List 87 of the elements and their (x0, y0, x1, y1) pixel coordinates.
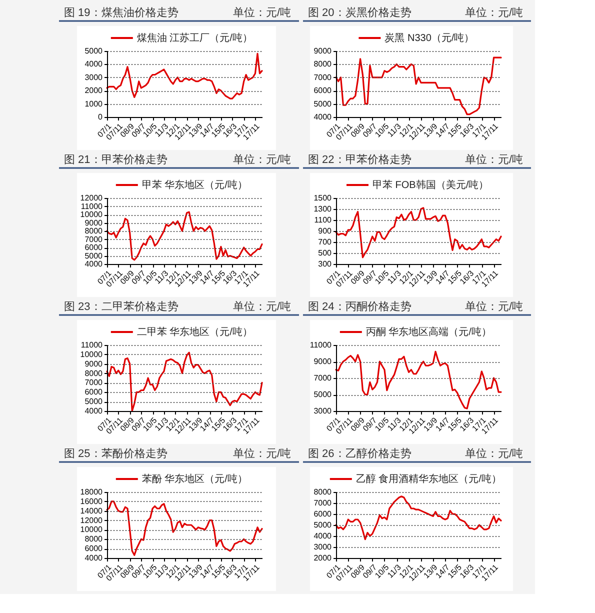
y-tick-label: 0 (98, 112, 104, 122)
y-tick-label: 500 (318, 248, 332, 258)
chart-subtitle: 单位：元/吨 (464, 6, 523, 19)
y-tick-label: 5000 (314, 520, 332, 530)
y-tick-label: 9000 (84, 359, 104, 368)
y-tick-label: 6000 (84, 388, 104, 397)
chart-subtitle: 单位：元/吨 (232, 153, 291, 166)
y-tick-label: 12000 (80, 194, 104, 202)
y-tick-label: 3000 (84, 72, 104, 82)
y-tick-label: 8000 (314, 488, 332, 496)
line-series (335, 207, 502, 258)
y-tick-label: 7000 (314, 72, 332, 82)
y-tick-label: 4000 (84, 554, 104, 562)
chart-subtitle: 单位：元/吨 (464, 300, 523, 313)
chart-subtitle: 单位：元/吨 (464, 153, 523, 166)
y-tick-label: 2000 (314, 554, 332, 562)
legend-label: 甲苯 华东地区（元/吨） (142, 179, 248, 191)
y-tick-label: 3000 (314, 406, 332, 416)
y-tick-label: 1300 (314, 204, 332, 214)
chart-title: 图 24：丙酮价格走势 (308, 300, 412, 313)
legend-label: 甲苯 FOB韩国（美元/吨） (372, 179, 489, 191)
line-series (106, 500, 263, 556)
y-tick-label: 6000 (84, 243, 104, 252)
y-tick-label: 8000 (314, 60, 332, 69)
legend-label: 二甲苯 华东地区（元/吨） (136, 326, 252, 338)
line-series (106, 211, 263, 261)
y-tick-label: 700 (318, 238, 332, 246)
y-tick-label: 10000 (80, 525, 104, 534)
line-series (335, 496, 502, 540)
chart-subtitle: 单位：元/吨 (232, 447, 291, 460)
y-tick-label: 7000 (84, 234, 104, 244)
y-tick-label: 4000 (314, 532, 332, 540)
y-tick-label: 5000 (314, 390, 332, 399)
y-tick-label: 3000 (314, 542, 332, 552)
y-tick-label: 12000 (80, 516, 104, 525)
y-tick-label: 10000 (80, 350, 104, 359)
y-tick-label: 11000 (80, 202, 104, 211)
y-tick-label: 1000 (84, 99, 104, 108)
chart-subtitle: 单位：元/吨 (464, 447, 523, 460)
y-tick-label: 6000 (314, 86, 332, 96)
y-tick-label: 9000 (84, 218, 104, 228)
y-tick-label: 5000 (84, 397, 104, 406)
y-tick-label: 9000 (314, 46, 332, 56)
y-tick-label: 2000 (84, 86, 104, 96)
y-tick-label: 9000 (314, 357, 332, 366)
y-tick-label: 6000 (314, 510, 332, 518)
y-tick-label: 7000 (314, 374, 332, 382)
y-tick-label: 6000 (84, 544, 104, 554)
legend-label: 苯酚 华东地区（元/吨） (142, 473, 248, 485)
y-tick-label: 5000 (84, 251, 104, 260)
y-tick-label: 1500 (314, 194, 332, 202)
y-tick-label: 4000 (84, 406, 104, 416)
line-series (106, 52, 263, 100)
legend-label: 煤焦油 江苏工厂（元/吨） (136, 32, 252, 44)
y-tick-label: 300 (318, 260, 332, 268)
y-tick-label: 8000 (84, 534, 104, 544)
y-tick-label: 5000 (84, 46, 104, 56)
chart-title: 图 21：甲苯价格走势 (64, 153, 168, 166)
y-tick-label: 8000 (84, 226, 104, 236)
y-tick-label: 11000 (80, 340, 104, 350)
y-tick-label: 16000 (80, 496, 104, 506)
y-tick-label: 4000 (84, 60, 104, 69)
chart-subtitle: 单位：元/吨 (232, 300, 291, 313)
y-tick-label: 7000 (314, 498, 332, 508)
y-tick-label: 14000 (80, 506, 104, 516)
y-tick-label: 4000 (84, 260, 104, 268)
legend-label: 丙酮 华东地区高端（元/吨） (366, 326, 492, 338)
line-series (335, 56, 502, 116)
y-tick-label: 1100 (314, 216, 332, 224)
y-tick-label: 18000 (80, 488, 104, 496)
chart-title: 图 23：二甲苯价格走势 (64, 300, 178, 313)
y-tick-label: 4000 (314, 112, 332, 122)
chart-title: 图 20：炭黑价格走势 (308, 6, 412, 19)
legend-label: 乙醇 食用酒精华东地区（元/吨） (356, 473, 502, 485)
legend-label: 炭黑 N330（元/吨） (384, 32, 474, 44)
chart-title: 图 22：甲苯价格走势 (308, 153, 412, 166)
y-tick-label: 900 (318, 226, 332, 236)
line-series (335, 350, 502, 410)
y-tick-label: 11000 (310, 340, 332, 350)
y-tick-label: 7000 (84, 378, 104, 388)
chart-subtitle: 单位：元/吨 (232, 6, 291, 19)
chart-title: 图 26：乙醇价格走势 (308, 447, 412, 460)
chart-title: 图 25：苯酚价格走势 (64, 447, 168, 460)
y-tick-label: 5000 (314, 99, 332, 108)
y-tick-label: 10000 (80, 210, 104, 219)
y-tick-label: 8000 (84, 368, 104, 378)
chart-title: 图 19：煤焦油价格走势 (64, 6, 178, 19)
